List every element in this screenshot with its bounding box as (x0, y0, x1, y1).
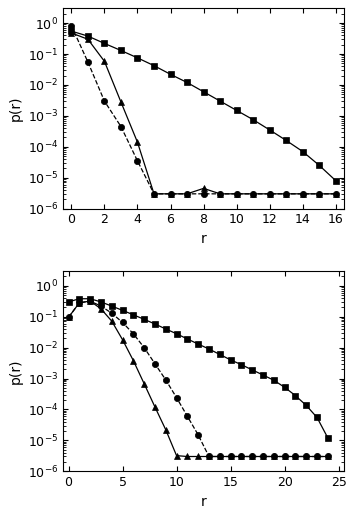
Y-axis label: p(r): p(r) (8, 358, 22, 384)
X-axis label: r: r (201, 232, 207, 246)
Y-axis label: p(r): p(r) (8, 96, 22, 121)
X-axis label: r: r (201, 495, 207, 509)
